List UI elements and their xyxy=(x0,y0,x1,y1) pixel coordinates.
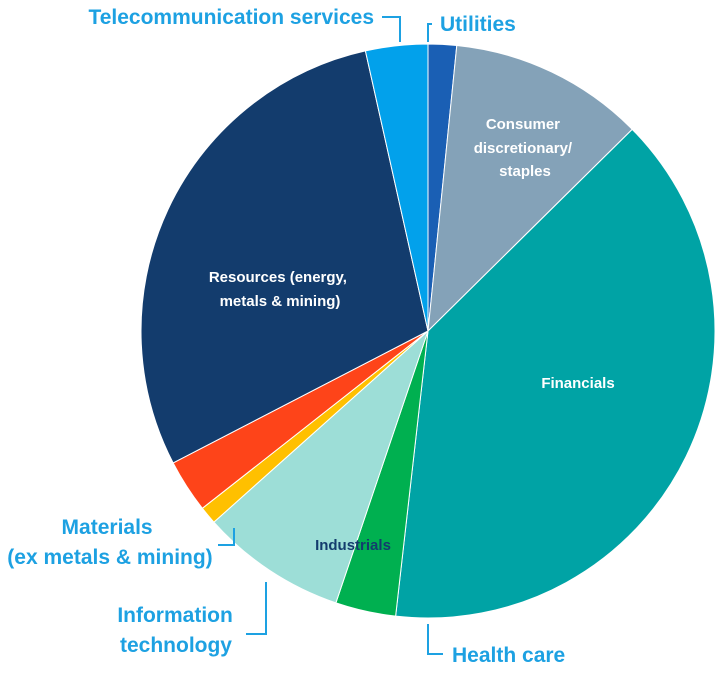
label-industrials: Industrials xyxy=(315,537,391,554)
label-consumer-line-1: Consumer xyxy=(486,116,560,133)
leader-line-materials xyxy=(218,528,235,546)
label-it-line-1: Information xyxy=(117,604,233,627)
pie-slice-consumer-discretionary-staples xyxy=(427,44,633,333)
label-resources: Resources (energy, metals & mining) xyxy=(209,269,351,310)
pie-slice-telecommunication-services xyxy=(364,43,429,332)
pie-slice-resources-energy-metals-mining xyxy=(140,50,429,464)
label-health-care: Health care xyxy=(452,644,565,667)
label-information-technology: Information technology xyxy=(117,604,238,657)
label-consumer-line-2: discretionary/ xyxy=(474,140,573,157)
label-resources-line-1: Resources (energy, xyxy=(209,269,347,286)
leader-lines xyxy=(218,16,443,655)
leader-line-telecommunication xyxy=(382,16,401,42)
leader-line-utilities xyxy=(427,23,432,42)
label-consumer: Consumer discretionary/ staples xyxy=(474,116,577,180)
label-materials-line-2: (ex metals & mining) xyxy=(7,546,212,569)
label-it-line-2: technology xyxy=(120,634,232,657)
pie-slices xyxy=(140,43,716,619)
label-consumer-line-3: staples xyxy=(499,163,551,180)
pie-slice-financials xyxy=(395,128,716,619)
label-telecommunication: Telecommunication services xyxy=(88,6,374,29)
label-financials: Financials xyxy=(541,375,614,392)
label-materials: Materials (ex metals & mining) xyxy=(7,516,212,569)
leader-line-health-care xyxy=(427,624,443,655)
label-resources-line-2: metals & mining) xyxy=(220,293,341,310)
leader-line-information-technology xyxy=(246,582,267,635)
pie-slice-industrials xyxy=(213,329,430,604)
label-utilities: Utilities xyxy=(440,13,516,36)
label-materials-line-1: Materials xyxy=(62,516,153,539)
